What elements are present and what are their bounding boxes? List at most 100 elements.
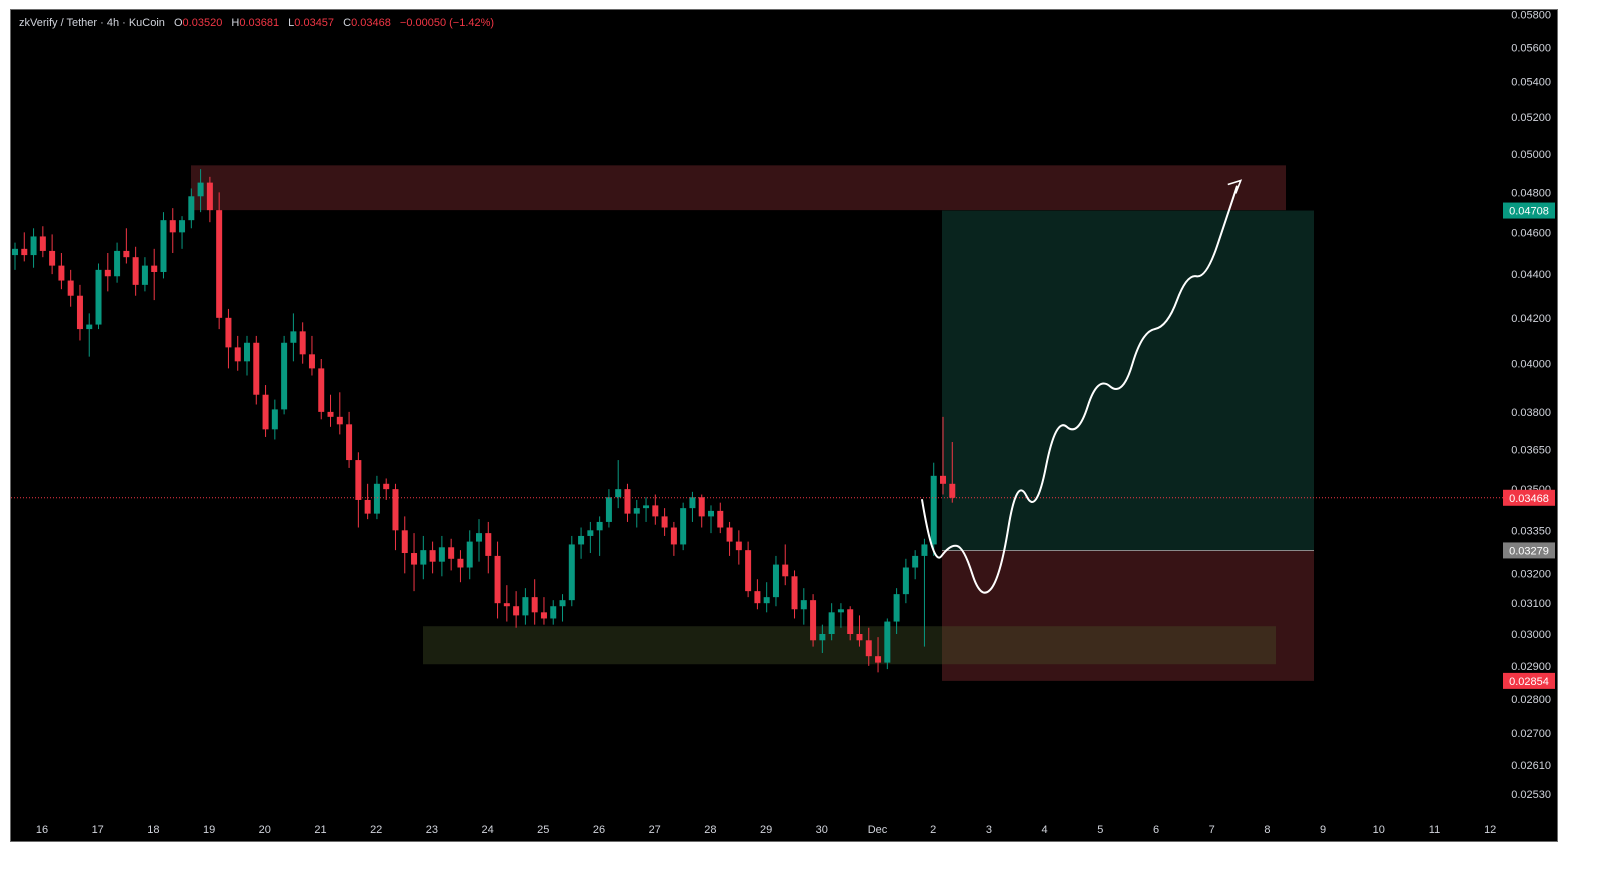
candle-body bbox=[772, 564, 779, 598]
y-tick-label: 0.05800 bbox=[1511, 10, 1551, 22]
candle-body bbox=[383, 483, 390, 490]
candle bbox=[670, 521, 677, 556]
candle bbox=[531, 579, 538, 625]
x-tick-label: 26 bbox=[593, 824, 605, 836]
price-chart[interactable]: 0.05800 0.05600 0.05400 0.05200 0.05000 0.048… bbox=[11, 10, 1558, 842]
candle bbox=[188, 188, 195, 229]
candle bbox=[559, 594, 566, 622]
candle-body bbox=[364, 499, 371, 514]
candle bbox=[893, 588, 900, 634]
target-price-tag-bg bbox=[1503, 202, 1555, 219]
candle bbox=[624, 483, 631, 522]
candle-body bbox=[540, 612, 547, 619]
candle-body bbox=[605, 497, 612, 522]
current-price-tag-bg bbox=[1503, 489, 1555, 506]
candle-body bbox=[132, 257, 139, 285]
candle-body bbox=[373, 483, 380, 514]
x-tick-label: 23 bbox=[426, 824, 438, 836]
candle bbox=[550, 600, 557, 625]
y-tick-label: 0.05400 bbox=[1511, 77, 1551, 89]
candle-body bbox=[930, 475, 937, 545]
candle bbox=[578, 527, 585, 559]
y-tick-label: 0.04400 bbox=[1511, 269, 1551, 281]
symbol-legend: zkVerify / Tether · 4h · KuCoin O0.03520… bbox=[19, 17, 494, 29]
x-tick-label: 28 bbox=[704, 824, 716, 836]
candle bbox=[875, 637, 882, 673]
candle-body bbox=[244, 342, 250, 362]
candle-body bbox=[179, 220, 186, 233]
candle-body bbox=[819, 634, 826, 641]
candle-body bbox=[30, 236, 37, 256]
candle-body bbox=[225, 317, 232, 348]
candle-body bbox=[141, 265, 148, 285]
high-label: H bbox=[231, 17, 240, 29]
candle bbox=[392, 483, 399, 551]
candle bbox=[485, 521, 492, 574]
open-label: O bbox=[173, 17, 183, 29]
candle bbox=[151, 248, 158, 301]
candle-body bbox=[336, 416, 343, 425]
candle bbox=[114, 242, 121, 283]
candle bbox=[308, 335, 315, 376]
x-tick-label: 25 bbox=[537, 824, 549, 836]
candle-body bbox=[847, 609, 854, 634]
candle bbox=[39, 226, 46, 258]
x-tick-label: 22 bbox=[370, 824, 382, 836]
current-price-tag-text: 0.03468 bbox=[1509, 493, 1549, 505]
candle bbox=[810, 594, 817, 647]
candle-body bbox=[262, 394, 269, 430]
candle-body bbox=[587, 530, 594, 536]
x-tick-label: 18 bbox=[147, 824, 159, 836]
candle-body bbox=[401, 530, 408, 554]
x-tick-label: Dec bbox=[868, 824, 888, 836]
candle-body bbox=[615, 489, 622, 498]
candle bbox=[197, 169, 204, 213]
current-price-tag: 0.03468 bbox=[1503, 489, 1555, 506]
candle bbox=[680, 502, 687, 551]
candle-body bbox=[670, 527, 677, 545]
candle-body bbox=[429, 550, 436, 562]
candle bbox=[299, 322, 306, 364]
candle bbox=[513, 591, 520, 628]
x-tick-label: 12 bbox=[1484, 824, 1496, 836]
candle-body bbox=[485, 533, 492, 556]
candle bbox=[791, 570, 798, 619]
candle-body bbox=[318, 368, 325, 412]
high-value: 0.03681 bbox=[239, 17, 280, 29]
stop-price-tag-text: 0.02854 bbox=[1509, 676, 1549, 688]
resistance-zone bbox=[191, 165, 1286, 211]
candle-body bbox=[448, 547, 455, 559]
candle bbox=[318, 358, 325, 420]
y-tick-label: 0.03100 bbox=[1511, 598, 1551, 610]
candle bbox=[86, 313, 93, 357]
candle-body bbox=[717, 510, 724, 528]
candle-body bbox=[726, 527, 733, 542]
candle bbox=[364, 483, 371, 520]
y-tick-label: 0.05200 bbox=[1511, 112, 1551, 124]
candle bbox=[383, 478, 390, 500]
candle-body bbox=[67, 280, 74, 296]
candle bbox=[745, 541, 752, 598]
candle bbox=[234, 335, 241, 371]
x-tick-label: 27 bbox=[649, 824, 661, 836]
candle-body bbox=[308, 354, 315, 369]
y-tick-label: 0.04800 bbox=[1511, 187, 1551, 199]
candle bbox=[587, 521, 594, 554]
x-tick-label: 7 bbox=[1209, 824, 1215, 836]
y-tick-label: 0.02530 bbox=[1511, 789, 1551, 801]
candle bbox=[466, 530, 473, 580]
x-tick-label: 21 bbox=[314, 824, 326, 836]
candle-body bbox=[828, 612, 835, 634]
chart-frame[interactable]: 0.05800 0.05600 0.05400 0.05200 0.05000 0.048… bbox=[10, 9, 1558, 842]
candle bbox=[206, 176, 213, 223]
candle-body bbox=[476, 533, 482, 542]
candle bbox=[921, 538, 928, 647]
candle-body bbox=[281, 342, 288, 410]
candle-body bbox=[503, 603, 510, 607]
entry-price-tag-bg bbox=[1503, 542, 1555, 559]
candle-body bbox=[578, 535, 585, 545]
x-tick-label: 24 bbox=[481, 824, 493, 836]
y-tick-label: 0.05600 bbox=[1511, 43, 1551, 55]
candle-body bbox=[940, 475, 946, 484]
candle-body bbox=[76, 295, 83, 330]
